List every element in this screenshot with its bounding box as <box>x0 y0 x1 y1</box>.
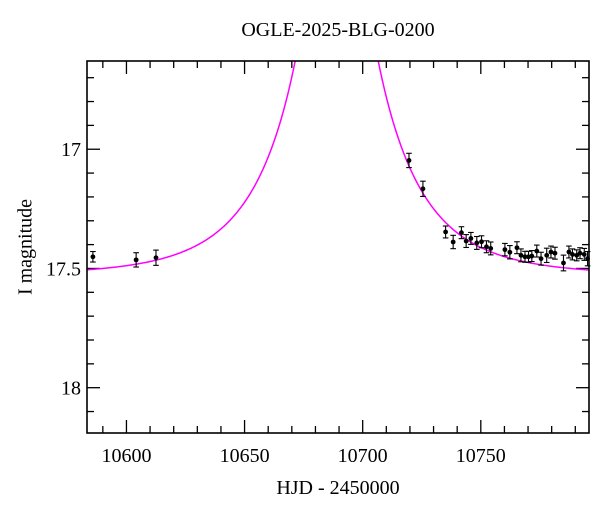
data-point-marker <box>488 246 494 251</box>
data-point-marker <box>420 186 426 192</box>
data-point-marker <box>502 247 508 253</box>
data-point <box>581 247 588 261</box>
data-point-marker <box>443 229 449 235</box>
data-point-marker <box>406 158 412 163</box>
data-point-marker <box>518 252 524 258</box>
data-point-marker <box>90 254 96 260</box>
x-tick-label: 10750 <box>456 445 506 467</box>
data-point-marker <box>450 239 456 245</box>
data-point-marker <box>479 239 484 245</box>
data-point <box>548 245 554 259</box>
data-point-marker <box>484 244 489 250</box>
data-point-marker <box>566 249 572 255</box>
x-axis-label: HJD - 2450000 <box>276 477 400 499</box>
data-point <box>406 152 412 169</box>
data-point-marker <box>459 230 464 236</box>
data-point-marker <box>153 255 159 261</box>
data-point-marker <box>133 257 139 263</box>
y-axis-label: I magnitude <box>14 198 37 296</box>
x-tick-label: 10650 <box>220 445 270 467</box>
data-point <box>420 180 426 197</box>
data-point <box>153 249 159 266</box>
data-point <box>487 241 494 256</box>
y-tick-label: 18 <box>61 378 81 400</box>
data-point-marker <box>577 250 583 256</box>
x-tick-label: 10600 <box>101 445 151 467</box>
data-point-marker <box>544 252 550 258</box>
data-point-marker <box>514 245 520 251</box>
data-point <box>560 254 567 272</box>
data-point-marker <box>507 249 513 255</box>
data-point-marker <box>538 256 544 262</box>
data-point-marker <box>529 253 535 259</box>
plot-frame <box>86 60 590 434</box>
data-point <box>458 226 465 240</box>
data-point-marker <box>552 250 558 256</box>
plot-title: OGLE-2025-BLG-0200 <box>241 19 435 41</box>
data-point <box>473 235 480 250</box>
data-point-marker <box>570 251 575 257</box>
data-point-marker <box>548 249 554 255</box>
data-point <box>518 248 524 263</box>
data-point <box>569 248 576 261</box>
data-point-marker <box>561 260 566 266</box>
data-point <box>514 241 520 255</box>
y-tick-label: 17.5 <box>46 258 81 280</box>
data-point-marker <box>522 254 528 260</box>
data-point <box>566 245 572 259</box>
data-point <box>525 250 532 263</box>
data-point <box>483 240 490 254</box>
x-tick-label: 10700 <box>338 445 388 467</box>
data-point <box>507 245 513 260</box>
data-point-marker <box>468 236 474 241</box>
data-point-marker <box>581 251 587 257</box>
data-point <box>133 252 139 268</box>
data-point <box>463 234 469 249</box>
data-point <box>577 247 583 260</box>
data-point <box>533 244 540 258</box>
data-point <box>450 234 456 250</box>
data-point-marker <box>463 238 469 244</box>
data-point <box>538 251 544 266</box>
data-point <box>468 231 474 245</box>
data-point-marker <box>474 240 480 246</box>
data-point <box>502 242 508 257</box>
data-point <box>478 235 485 249</box>
data-point <box>552 246 558 260</box>
data-point <box>543 247 550 264</box>
data-point <box>529 250 535 263</box>
y-tick-label: 17 <box>61 139 81 161</box>
data-point-marker <box>534 248 540 254</box>
data-point <box>90 250 96 263</box>
data-point <box>442 225 449 239</box>
model-curve <box>87 61 589 271</box>
